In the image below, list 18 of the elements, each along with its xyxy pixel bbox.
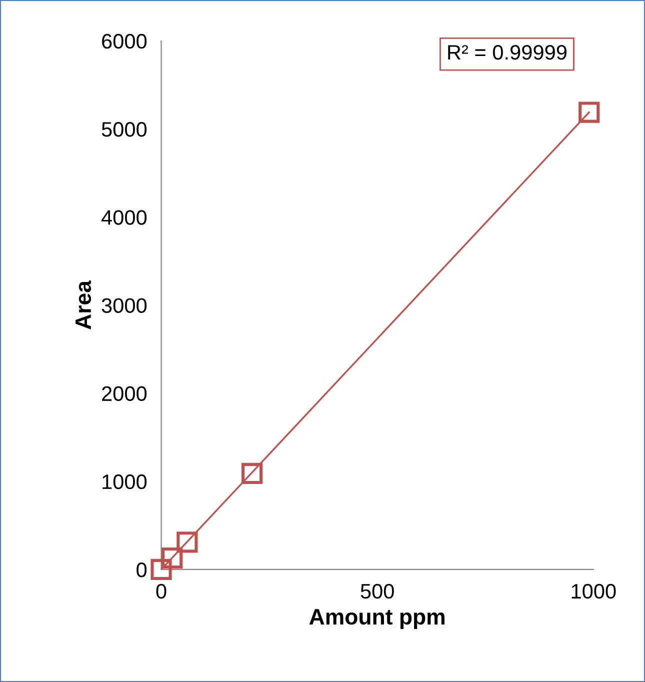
y-tick-label: 0 — [136, 562, 147, 578]
y-tick-label: 2000 — [102, 386, 147, 402]
point — [161, 547, 183, 569]
y-tick-label: 5000 — [102, 122, 147, 137]
x-axis-title: Amount ppm — [309, 609, 444, 630]
x-tick-label: 500 — [360, 584, 394, 599]
y-tick-label: 1000 — [102, 474, 147, 490]
point — [578, 102, 600, 123]
x-tick-label: 1000 — [572, 584, 616, 599]
y-tick-label: 3000 — [102, 298, 147, 313]
y-tick-label: 6000 — [102, 34, 147, 49]
point — [241, 462, 263, 484]
y-tick-label: 4000 — [102, 210, 147, 225]
point — [176, 532, 198, 553]
point — [150, 558, 172, 580]
x-tick-label: 0 — [156, 584, 166, 599]
annotation: R² = 0.99999 — [448, 44, 566, 60]
y-axis-title: Area — [76, 280, 92, 330]
